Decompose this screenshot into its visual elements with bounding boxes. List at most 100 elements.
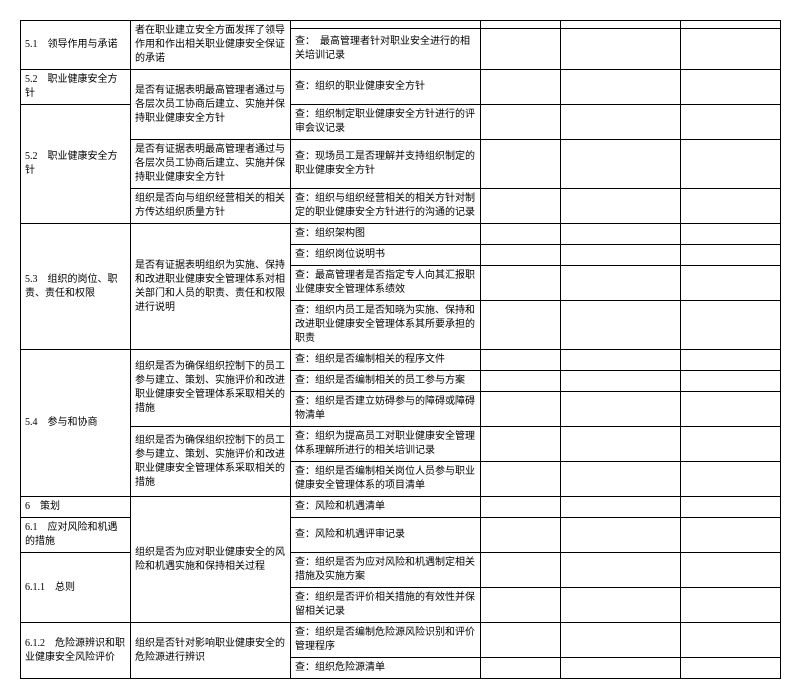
blank-cell bbox=[681, 140, 781, 189]
requirement-cell: 是否有证据表明最高管理者通过与各层次员工协商后建立、实施并保持职业健康安全方针 bbox=[131, 70, 291, 140]
check-cell: 查：组织的职业健康安全方针 bbox=[291, 70, 481, 105]
blank-cell bbox=[481, 21, 561, 29]
requirement-cell: 是否有证据表明最高管理者通过与各层次员工协商后建立、实施并保持职业健康安全方针 bbox=[131, 140, 291, 189]
requirement-cell: 是否有证据表明组织为实施、保持和改进职业健康安全管理体系对相关部门和人员的职责、… bbox=[131, 224, 291, 350]
check-cell: 查：组织是否评价相关措施的有效性并保留相关记录 bbox=[291, 588, 481, 623]
blank-cell bbox=[481, 266, 561, 301]
requirement-cell: 组织是否为确保组织控制下的员工参与建立、策划、实施评价和改进职业健康安全管理体系… bbox=[131, 427, 291, 497]
clause-cell: 5.4 参与和协商 bbox=[21, 350, 131, 497]
check-cell: 查： 最高管理者针对职业安全进行的相关培训记录 bbox=[291, 29, 481, 70]
clause-cell: 5.3 组织的岗位、职责、责任和权限 bbox=[21, 224, 131, 350]
clause-cell: 5.2 职业健康安全方针 bbox=[21, 105, 131, 224]
blank-cell bbox=[481, 105, 561, 140]
blank-cell bbox=[481, 658, 561, 679]
check-cell: 查：最高管理者是否指定专人向其汇报职业健康安全管理体系绩效 bbox=[291, 266, 481, 301]
blank-cell bbox=[681, 427, 781, 462]
table-row: 组织是否向与组织经营相关的相关方传达组织质量方针查：组织与组织经营相关的相关方针… bbox=[21, 189, 781, 224]
blank-cell bbox=[681, 70, 781, 105]
blank-cell bbox=[481, 29, 561, 70]
check-cell: 查：组织危险源清单 bbox=[291, 658, 481, 679]
blank-cell bbox=[481, 70, 561, 105]
blank-cell bbox=[561, 497, 681, 518]
blank-cell bbox=[561, 392, 681, 427]
blank-cell bbox=[681, 350, 781, 371]
check-cell: 查：组织是否编制危险源风险识别和评价管理程序 bbox=[291, 623, 481, 658]
table-row: 6.1.2 危险源辨识和职业健康安全风险评价组织是否针对影响职业健康安全的危险源… bbox=[21, 623, 781, 658]
blank-cell bbox=[481, 189, 561, 224]
check-cell: 查：组织为提高员工对职业健康安全管理体系理解所进行的相关培训记录 bbox=[291, 427, 481, 462]
audit-table: 5.1 领导作用与承诺者在职业建立安全方面发挥了领导作用和作出相关职业健康安全保… bbox=[20, 20, 781, 679]
blank-cell bbox=[561, 266, 681, 301]
blank-cell bbox=[681, 245, 781, 266]
blank-cell bbox=[561, 350, 681, 371]
table-row: 组织是否为确保组织控制下的员工参与建立、策划、实施评价和改进职业健康安全管理体系… bbox=[21, 427, 781, 462]
table-row: 5.4 参与和协商组织是否为确保组织控制下的员工参与建立、策划、实施评价和改进职… bbox=[21, 350, 781, 371]
blank-cell bbox=[681, 497, 781, 518]
check-cell: 查：组织是否编制相关岗位人员参与职业健康安全管理体系的项目清单 bbox=[291, 462, 481, 497]
blank-cell bbox=[681, 518, 781, 553]
clause-cell: 5.1 领导作用与承诺 bbox=[21, 21, 131, 70]
clause-cell: 6 策划 bbox=[21, 497, 131, 518]
check-cell bbox=[291, 21, 481, 29]
check-cell: 查：组织与组织经营相关的相关方针对制定的职业健康安全方针进行的沟通的记录 bbox=[291, 189, 481, 224]
blank-cell bbox=[681, 224, 781, 245]
check-cell: 查：组织内员工是否知晓为实施、保持和改进职业健康安全管理体系其所要承担的职责 bbox=[291, 301, 481, 350]
blank-cell bbox=[681, 553, 781, 588]
check-cell: 查：组织是否编制相关的程序文件 bbox=[291, 350, 481, 371]
blank-cell bbox=[481, 497, 561, 518]
check-cell: 查：风险和机遇清单 bbox=[291, 497, 481, 518]
blank-cell bbox=[561, 518, 681, 553]
blank-cell bbox=[481, 371, 561, 392]
table-row: 5.3 组织的岗位、职责、责任和权限是否有证据表明组织为实施、保持和改进职业健康… bbox=[21, 224, 781, 245]
table-row: 5.2 职业健康安全方针是否有证据表明最高管理者通过与各层次员工协商后建立、实施… bbox=[21, 70, 781, 105]
blank-cell bbox=[481, 588, 561, 623]
blank-cell bbox=[561, 427, 681, 462]
blank-cell bbox=[681, 462, 781, 497]
blank-cell bbox=[561, 224, 681, 245]
check-cell: 查：组织是否编制相关的员工参与方案 bbox=[291, 371, 481, 392]
blank-cell bbox=[681, 105, 781, 140]
check-cell: 查：风险和机遇评审记录 bbox=[291, 518, 481, 553]
blank-cell bbox=[481, 518, 561, 553]
blank-cell bbox=[561, 21, 681, 29]
check-cell: 查：现场员工是否理解并支持组织制定的职业健康安全方针 bbox=[291, 140, 481, 189]
blank-cell bbox=[481, 623, 561, 658]
blank-cell bbox=[681, 21, 781, 29]
blank-cell bbox=[561, 462, 681, 497]
requirement-cell: 组织是否为应对职业健康安全的风险和机遇实施和保持相关过程 bbox=[131, 497, 291, 623]
blank-cell bbox=[681, 371, 781, 392]
requirement-cell: 者在职业建立安全方面发挥了领导作用和作出相关职业健康安全保证的承诺 bbox=[131, 21, 291, 70]
blank-cell bbox=[561, 301, 681, 350]
requirement-cell: 组织是否为确保组织控制下的员工参与建立、策划、实施评价和改进职业健康安全管理体系… bbox=[131, 350, 291, 427]
blank-cell bbox=[481, 427, 561, 462]
blank-cell bbox=[681, 189, 781, 224]
blank-cell bbox=[561, 553, 681, 588]
blank-cell bbox=[481, 301, 561, 350]
blank-cell bbox=[561, 70, 681, 105]
clause-cell: 6.1 应对风险和机遇的措施 bbox=[21, 518, 131, 553]
table-row: 5.1 领导作用与承诺者在职业建立安全方面发挥了领导作用和作出相关职业健康安全保… bbox=[21, 21, 781, 29]
clause-cell: 6.1.1 总则 bbox=[21, 553, 131, 623]
blank-cell bbox=[561, 105, 681, 140]
blank-cell bbox=[681, 623, 781, 658]
blank-cell bbox=[561, 29, 681, 70]
blank-cell bbox=[681, 392, 781, 427]
clause-cell: 6.1.2 危险源辨识和职业健康安全风险评价 bbox=[21, 623, 131, 679]
requirement-cell: 组织是否针对影响职业健康安全的危险源进行辨识 bbox=[131, 623, 291, 679]
blank-cell bbox=[481, 350, 561, 371]
check-cell: 查：组织架构图 bbox=[291, 224, 481, 245]
blank-cell bbox=[561, 623, 681, 658]
blank-cell bbox=[481, 462, 561, 497]
blank-cell bbox=[561, 658, 681, 679]
blank-cell bbox=[561, 371, 681, 392]
blank-cell bbox=[481, 553, 561, 588]
blank-cell bbox=[481, 392, 561, 427]
table-row: 是否有证据表明最高管理者通过与各层次员工协商后建立、实施并保持职业健康安全方针查… bbox=[21, 140, 781, 189]
blank-cell bbox=[681, 29, 781, 70]
check-cell: 查：组织是否为应对风险和机遇制定相关措施及实施方案 bbox=[291, 553, 481, 588]
blank-cell bbox=[681, 658, 781, 679]
blank-cell bbox=[681, 588, 781, 623]
check-cell: 查：组织是否建立妨碍参与的障碍或障碍物清单 bbox=[291, 392, 481, 427]
blank-cell bbox=[561, 189, 681, 224]
blank-cell bbox=[481, 140, 561, 189]
